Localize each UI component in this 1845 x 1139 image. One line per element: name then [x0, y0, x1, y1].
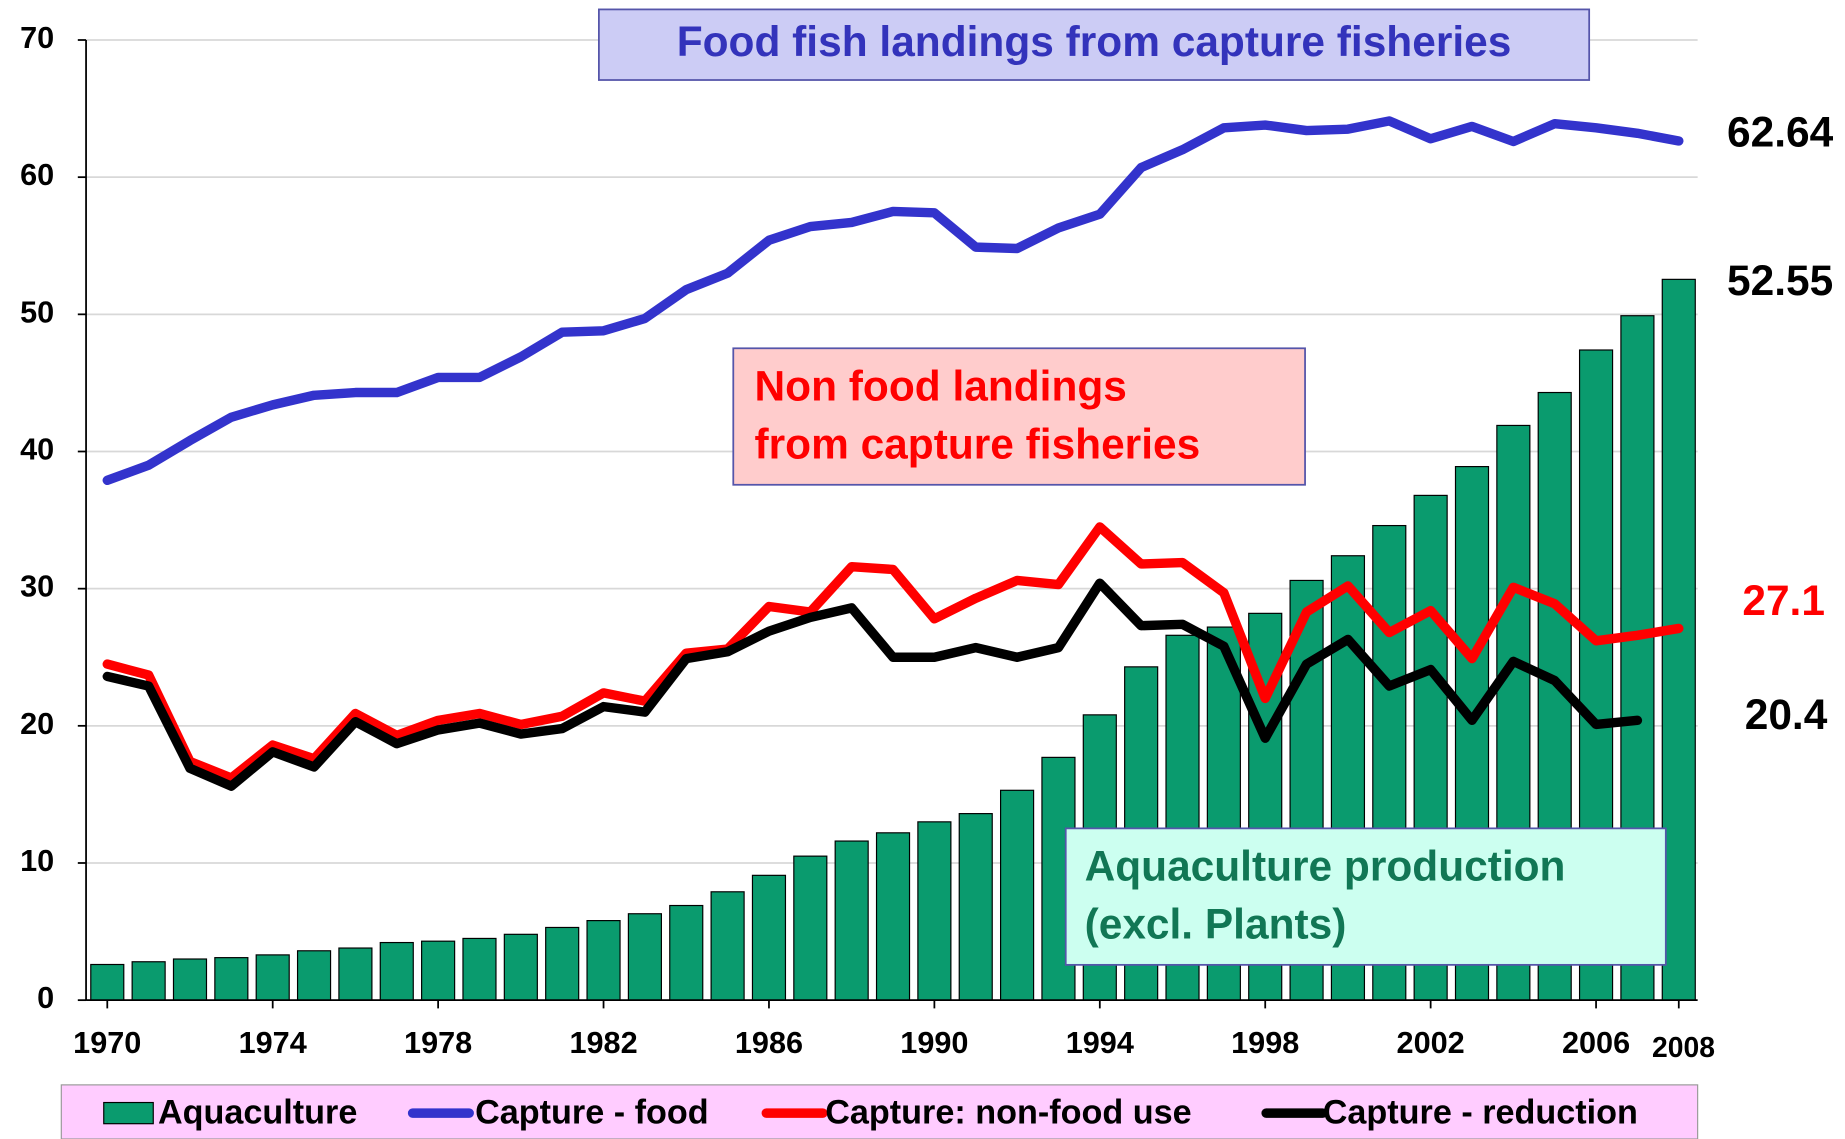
annotation-box: [1064, 827, 1667, 966]
bar: [503, 933, 538, 1001]
y-tick-label: 50: [20, 295, 54, 329]
legend-swatch: [103, 1101, 154, 1125]
bar: [296, 950, 332, 1001]
legend-label: Capture - food: [475, 1093, 709, 1131]
x-tick-label: 1982: [569, 1026, 637, 1060]
x-tick-label: 2002: [1397, 1026, 1465, 1060]
bar: [214, 957, 249, 1001]
annotation-text: Aquaculture production: [1085, 843, 1566, 890]
bar: [751, 874, 787, 1001]
y-tick-label: 60: [20, 158, 54, 192]
y-tick-label: 30: [20, 570, 54, 604]
bar: [90, 963, 125, 1001]
x-tick-label: 1994: [1066, 1026, 1134, 1060]
legend-label: Aquaculture: [158, 1093, 357, 1131]
bar: [462, 937, 497, 1001]
x-tick-label: 1974: [239, 1026, 307, 1060]
bar: [917, 821, 952, 1001]
annotation-text: Non food landings: [755, 363, 1127, 410]
data-label: 52.55: [1727, 257, 1833, 304]
annotation-text: from capture fisheries: [755, 420, 1201, 467]
legend-box: [60, 1084, 1699, 1139]
bar: [793, 855, 828, 1001]
bar: [627, 913, 662, 1001]
annotation-text: Food fish landings from capture fisherie…: [677, 18, 1512, 65]
bar: [999, 789, 1035, 1001]
data-label: 62.64: [1727, 109, 1834, 156]
y-tick-label: 70: [20, 21, 54, 55]
x-tick-label: 1978: [404, 1026, 472, 1060]
y-tick-label: 40: [20, 433, 54, 467]
annotation-box: [732, 347, 1306, 486]
bar: [834, 840, 869, 1001]
bar: [421, 940, 456, 1001]
line: [102, 522, 1684, 783]
line: [102, 578, 1643, 791]
annotation-text: (excl. Plants): [1085, 900, 1347, 947]
x-tick-label: 2008: [1652, 1031, 1715, 1063]
bar: [255, 954, 290, 1001]
bar: [586, 920, 621, 1001]
x-tick-label: 1970: [73, 1026, 141, 1060]
bar: [1661, 278, 1696, 1001]
y-tick-label: 10: [20, 844, 54, 878]
bar: [131, 961, 166, 1001]
bar: [958, 813, 993, 1001]
x-tick-label: 1990: [900, 1026, 968, 1060]
y-tick-label: 20: [20, 707, 54, 741]
data-label: 27.1: [1742, 577, 1825, 624]
annotation-box: [598, 8, 1591, 81]
x-tick-label: 2006: [1562, 1026, 1630, 1060]
legend-label: Capture - reduction: [1323, 1093, 1638, 1131]
bar: [338, 947, 373, 1001]
line: [102, 116, 1684, 486]
bar: [545, 926, 580, 1001]
bar: [669, 904, 704, 1001]
x-tick-label: 1986: [735, 1026, 803, 1060]
bar: [710, 891, 745, 1001]
bar: [379, 941, 414, 1001]
y-tick-label: 0: [37, 981, 54, 1015]
legend-label: Capture: non-food use: [825, 1093, 1191, 1131]
bar: [875, 832, 911, 1001]
bar: [172, 958, 208, 1001]
x-tick-label: 1998: [1231, 1026, 1299, 1060]
data-label: 20.4: [1745, 691, 1828, 738]
